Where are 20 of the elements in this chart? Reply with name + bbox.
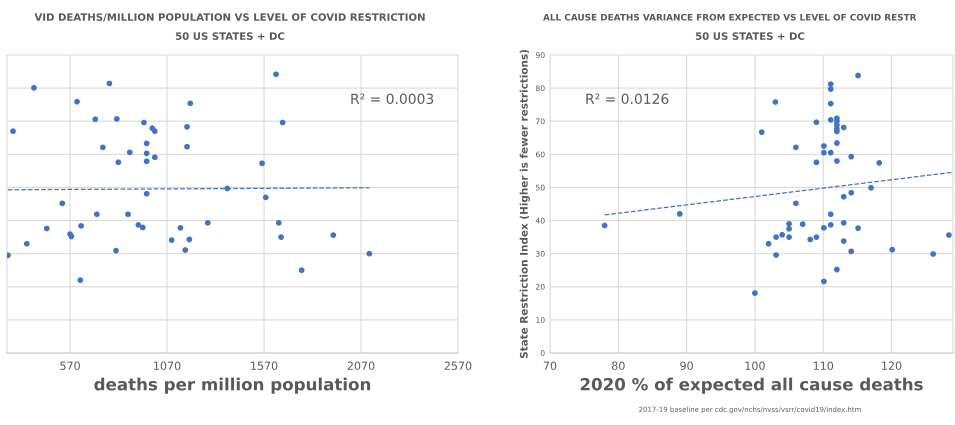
y-axis-title: State Restriction Index (Higher is fewer restrictions) (520, 50, 530, 358)
annotation: R² = 0.0126 (586, 94, 668, 104)
x-tick-label: 100 (746, 362, 765, 370)
x-tick-label: 2570 (444, 362, 472, 370)
x-tick-label: 2070 (348, 362, 374, 370)
annotation: R² = 0.0003 (351, 94, 434, 104)
chart-title: VID DEATHS/MILLION POPULATION VS LEVEL OF COVID RESTRICTION (34, 13, 425, 22)
x-tick-label: 1070 (154, 362, 180, 370)
x-tick-label: 120 (882, 362, 902, 370)
x-tick-label: 70 (544, 362, 556, 370)
x-tick-label: 90 (680, 362, 693, 370)
chart-subtitle: 50 US STATES + DC (176, 32, 284, 40)
x-axis-title: deaths per million population (94, 378, 370, 394)
x-axis-title: 2020 % of expected all cause deaths (580, 378, 923, 394)
x-tick-label: 110 (814, 362, 834, 370)
x-tick-label: 1570 (251, 362, 278, 370)
x-tick-label: 570 (60, 362, 80, 370)
x-tick-label: 80 (612, 362, 625, 370)
chart-subtitle: 50 US STATES + DC (696, 32, 804, 40)
chart-title: ALL CAUSE DEATHS VARIANCE FROM EXPECTED VS LEVEL OF COVID RESTR (543, 14, 916, 21)
